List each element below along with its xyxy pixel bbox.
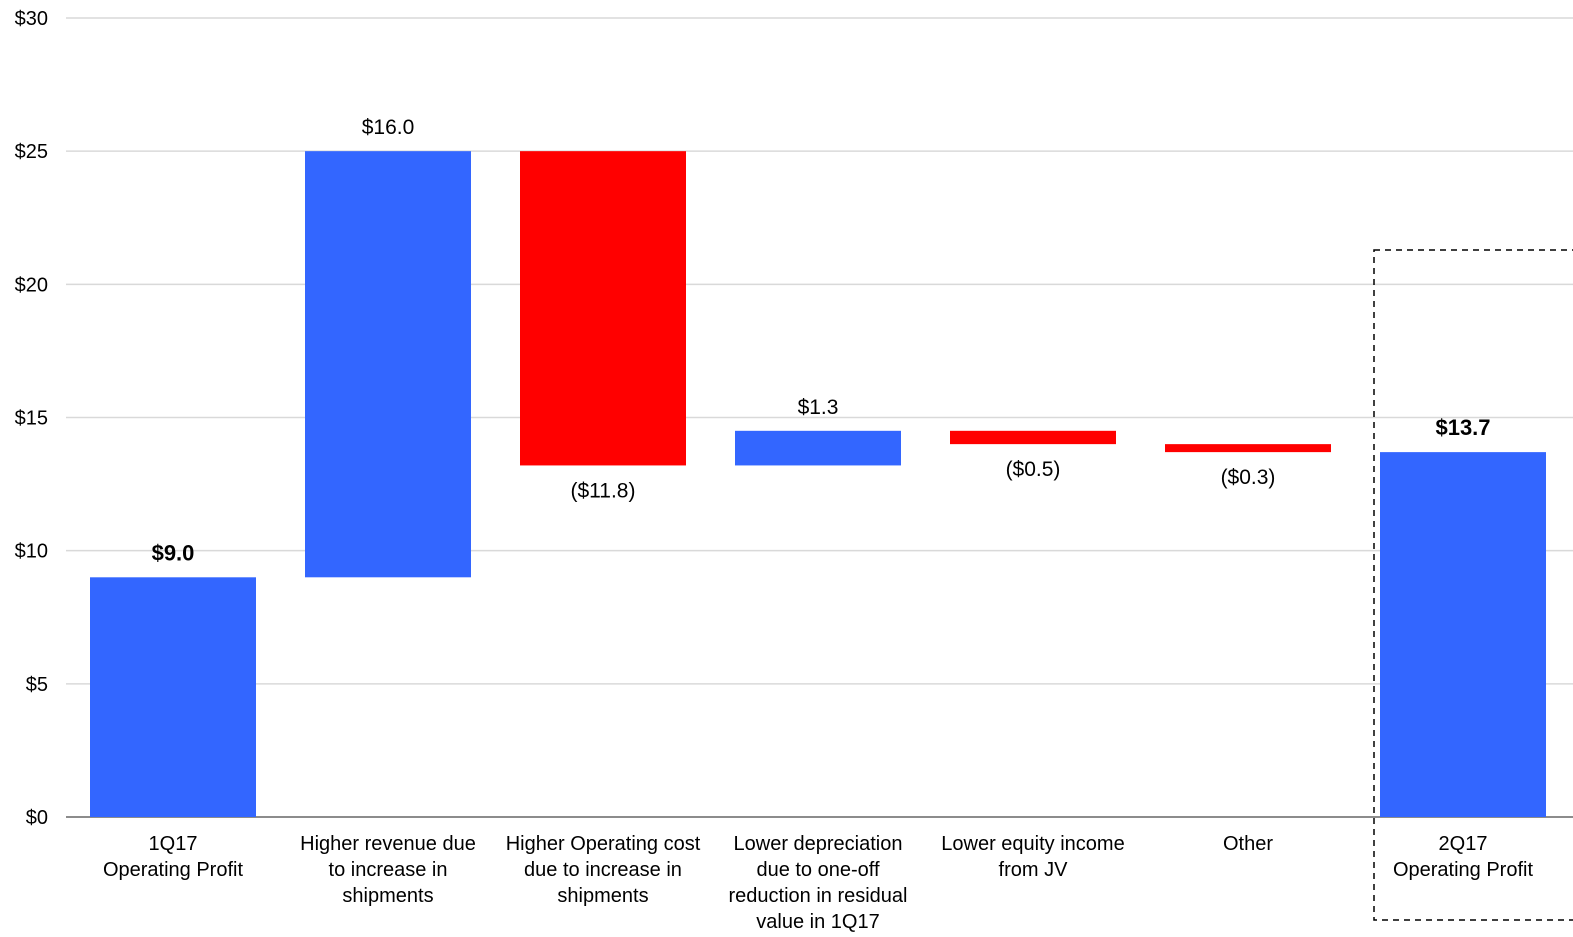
category-label: Lower depreciation due to one-off reductio…	[728, 833, 908, 933]
category-label: Lower equity income from JV	[941, 833, 1125, 881]
category-label: Higher Operating cost due to increase in s…	[505, 833, 701, 907]
y-tick-label: $25	[15, 141, 48, 163]
value-label: $16.0	[362, 116, 415, 139]
y-tick-label: $0	[26, 807, 48, 829]
value-label: $13.7	[1435, 415, 1490, 440]
y-tick-label: $20	[15, 274, 48, 296]
value-label: ($0.3)	[1221, 466, 1276, 489]
y-tick-label: $5	[26, 674, 48, 696]
value-labels: $9.0 $16.0 ($11.8) $1.3 ($0.5) ($0.3) $13.7	[152, 116, 1491, 565]
highlight-box	[1373, 249, 1573, 921]
category-label: Other	[1222, 833, 1274, 855]
value-label: $1.3	[798, 396, 839, 419]
value-label: ($0.5)	[1006, 458, 1061, 481]
value-label: $9.0	[152, 540, 195, 565]
bar-decrease	[950, 430, 1116, 445]
bar-decrease	[1165, 444, 1331, 453]
bars	[90, 151, 1546, 817]
bar-decrease	[520, 151, 686, 466]
y-tick-label: $15	[15, 408, 48, 430]
value-label: ($11.8)	[571, 479, 636, 502]
bar-increase	[305, 151, 471, 578]
bar-increase	[735, 430, 901, 466]
y-axis-ticks: $0 $5 $10 $15 $20 $25 $30	[15, 8, 48, 829]
category-label: 1Q17 Operating Profit	[102, 833, 244, 881]
bar-total	[1380, 452, 1546, 817]
category-label: 2Q17 Operating Profit	[1392, 833, 1534, 881]
category-label: Higher revenue due to increase in shipment…	[300, 833, 476, 907]
y-tick-label: $10	[15, 541, 48, 563]
bar-total	[90, 577, 256, 817]
y-tick-label: $30	[15, 8, 48, 30]
